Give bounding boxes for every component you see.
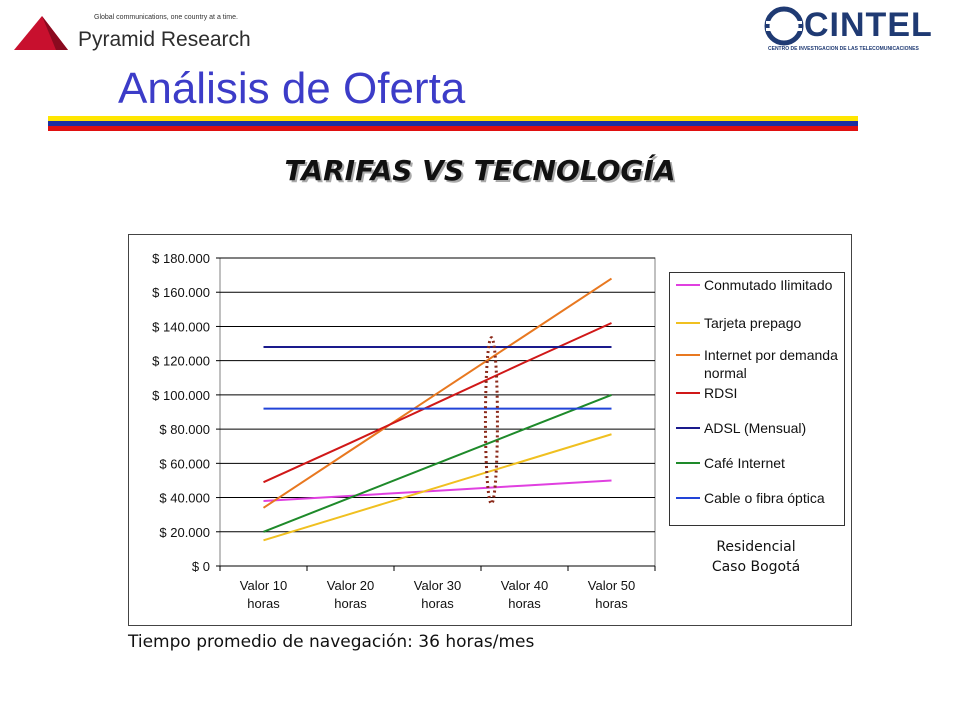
plot-area: [219, 257, 656, 567]
colombia-flag-stripes: [48, 116, 858, 131]
x-tick-label: Valor 20 horas: [327, 578, 374, 611]
chart-note-line-2: Caso Bogotá: [711, 559, 801, 575]
legend-swatch: [676, 462, 700, 464]
legend-swatch: [676, 392, 700, 394]
line-chart: $ 0 $ 20.000 $ 40.000 $ 60.000 $ 80.000 $ 100…: [152, 251, 656, 611]
legend-label: Cable o fibra óptica: [704, 490, 825, 506]
series-line: [263, 479, 612, 502]
legend-label: Conmutado Ilimitado: [704, 277, 833, 293]
legend-label: RDSI: [704, 385, 738, 401]
flag-stripe-red: [48, 126, 858, 131]
chart-legend: Conmutado Ilimitado Tarjeta prepago Intern…: [669, 272, 845, 526]
legend-swatch: [676, 497, 700, 499]
cintel-globe-icon: [764, 6, 804, 46]
legend-swatch: [676, 284, 700, 286]
navigation-time-note: Tiempo promedio de navegación: 36 horas/…: [128, 632, 535, 652]
cintel-subtitle: CENTRO DE INVESTIGACION DE LAS TELECOMUN…: [768, 46, 919, 52]
chart-note: Residencial Caso Bogotá: [689, 537, 823, 577]
x-tick-label: Valor 40 horas: [501, 578, 548, 611]
flag-stripe-yellow: [48, 116, 858, 121]
y-tick-label: $ 60.000: [159, 456, 210, 471]
chart-note-line-1: Residencial: [716, 539, 796, 555]
legend-label: Café Internet: [704, 455, 785, 471]
series-line: [263, 322, 612, 484]
pyramid-brand-name: Pyramid Research: [78, 28, 251, 51]
y-tick-label: $ 40.000: [159, 491, 210, 506]
pyramid-tagline: Global communications, one country at a …: [94, 14, 238, 21]
highlight-ellipse: [483, 336, 499, 506]
legend-label: ADSL (Mensual): [704, 420, 807, 436]
x-tick-label: Valor 50 horas: [588, 578, 635, 611]
y-tick-label: $ 20.000: [159, 525, 210, 540]
chart-frame: $ 0 $ 20.000 $ 40.000 $ 60.000 $ 80.000 $ 100…: [128, 234, 852, 626]
y-tick-label: $ 180.000: [152, 251, 210, 266]
y-tick-label: $ 140.000: [152, 319, 210, 334]
slide-subtitle: TARIFAS VS TECNOLOGÍA: [284, 154, 676, 187]
y-tick-label: $ 120.000: [152, 354, 210, 369]
x-tick-label: Valor 10 horas: [240, 578, 287, 611]
legend-swatch: [676, 322, 700, 324]
pyramid-research-logo: Global communications, one country at a …: [12, 10, 252, 52]
series-line: [263, 433, 612, 542]
x-tick-label: Valor 30 horas: [414, 578, 461, 611]
flag-stripe-blue: [48, 121, 858, 126]
page-title: Análisis de Oferta: [118, 64, 466, 113]
series-line: [262, 277, 613, 509]
y-tick-label: $ 160.000: [152, 285, 210, 300]
legend-swatch: [676, 427, 700, 429]
legend-label: Tarjeta prepago: [704, 315, 802, 331]
series-line: [263, 393, 612, 533]
pyramid-triangle-icon: [14, 16, 68, 50]
legend-label: Internet por demanda normal: [704, 347, 838, 381]
legend-swatch: [676, 354, 700, 356]
y-tick-label: $ 80.000: [159, 422, 210, 437]
cintel-logo: CINTEL CENTRO DE INVESTIGACION DE LAS TE…: [760, 4, 956, 58]
y-tick-label: $ 100.000: [152, 388, 210, 403]
cintel-brand-name: CINTEL: [804, 6, 933, 44]
y-tick-label: $ 0: [192, 559, 210, 574]
